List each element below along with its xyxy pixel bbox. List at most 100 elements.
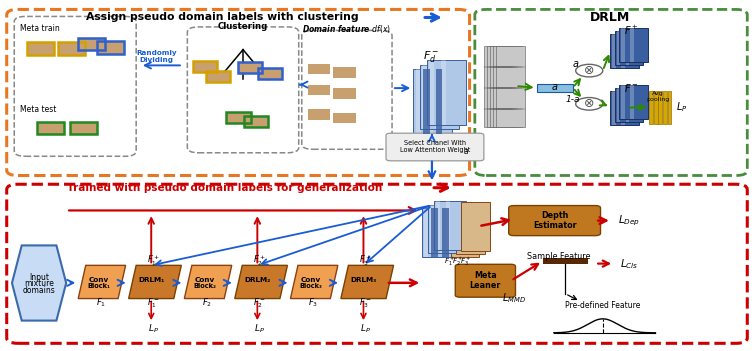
Text: a: a — [552, 82, 558, 92]
Bar — [658, 91, 662, 124]
Bar — [226, 112, 250, 123]
Polygon shape — [290, 265, 338, 299]
Text: $F_1^+$: $F_1^+$ — [444, 256, 455, 269]
Text: DRLM: DRLM — [590, 11, 630, 24]
Text: Meta
Leaner: Meta Leaner — [470, 271, 501, 290]
Text: Randomly
Dividing: Randomly Dividing — [136, 50, 176, 63]
Bar — [434, 201, 466, 250]
Bar — [617, 88, 621, 122]
Text: a: a — [464, 146, 468, 155]
Text: Conv: Conv — [195, 277, 215, 283]
Bar — [238, 62, 262, 73]
Bar — [621, 91, 625, 125]
Bar — [630, 85, 634, 119]
Bar — [610, 34, 639, 68]
Bar — [420, 65, 459, 130]
Text: Meta train: Meta train — [20, 24, 60, 33]
Bar — [663, 91, 667, 124]
Bar — [626, 31, 630, 65]
Bar — [612, 91, 616, 125]
Text: a: a — [573, 59, 578, 69]
Bar — [434, 65, 440, 130]
Polygon shape — [234, 265, 287, 299]
Bar — [621, 34, 625, 68]
Bar — [70, 122, 97, 134]
Polygon shape — [78, 265, 126, 299]
Bar — [244, 116, 268, 127]
Bar — [308, 85, 330, 95]
Bar — [434, 208, 438, 257]
Bar — [443, 208, 449, 257]
Bar — [543, 258, 587, 264]
Bar — [423, 69, 430, 133]
Bar — [78, 38, 106, 50]
Text: $F_1^+$: $F_1^+$ — [147, 254, 160, 268]
Bar — [626, 88, 630, 122]
Text: $F_1$: $F_1$ — [96, 297, 106, 309]
Text: Meta test: Meta test — [20, 105, 56, 114]
Bar — [308, 64, 330, 74]
Bar — [37, 122, 64, 134]
Bar — [487, 46, 516, 127]
Bar — [429, 60, 434, 125]
Text: Assign pseudo domain labels with clustering: Assign pseudo domain labels with cluster… — [87, 13, 359, 22]
Bar — [415, 69, 421, 133]
Bar — [617, 31, 621, 65]
Bar — [413, 69, 452, 133]
Bar — [610, 91, 639, 125]
Text: Depth
Estimator: Depth Estimator — [533, 211, 576, 230]
Text: Conv: Conv — [88, 277, 109, 283]
Bar — [333, 113, 356, 123]
Text: mixture: mixture — [24, 279, 54, 289]
Text: $L_{Dep}$: $L_{Dep}$ — [618, 213, 640, 228]
Bar — [27, 42, 54, 55]
Bar — [612, 34, 616, 68]
Text: $F_2^-$: $F_2^-$ — [253, 296, 266, 310]
Bar — [58, 42, 85, 55]
Bar — [615, 88, 643, 122]
Text: $L_P$: $L_P$ — [360, 322, 371, 335]
Polygon shape — [341, 265, 394, 299]
Bar — [484, 46, 513, 127]
Text: $L_P$: $L_P$ — [254, 322, 265, 335]
Text: Avg
pooling: Avg pooling — [646, 92, 670, 102]
Bar — [441, 60, 446, 125]
Text: 1-a: 1-a — [566, 95, 580, 104]
Bar — [258, 68, 282, 79]
Text: domains: domains — [23, 286, 56, 295]
Text: Block₃: Block₃ — [299, 283, 322, 289]
Bar — [440, 205, 444, 253]
Text: Conv: Conv — [301, 277, 321, 283]
Text: Input: Input — [29, 273, 49, 282]
Text: Sample Feature: Sample Feature — [527, 252, 591, 261]
Bar — [37, 122, 64, 134]
Text: Pre-defined Feature: Pre-defined Feature — [565, 301, 640, 310]
Polygon shape — [184, 265, 231, 299]
Text: $L_{MMD}$: $L_{MMD}$ — [502, 292, 526, 305]
Text: $F_2$: $F_2$ — [202, 297, 212, 309]
Bar — [630, 28, 634, 62]
Bar — [333, 88, 356, 99]
Bar — [496, 46, 525, 127]
Bar — [333, 113, 356, 123]
Bar — [308, 64, 330, 74]
Bar — [428, 205, 460, 253]
Text: $L_{Cls}$: $L_{Cls}$ — [620, 257, 639, 271]
Bar — [493, 46, 522, 127]
Text: Select Chanel With
Low Attention Weight: Select Chanel With Low Attention Weight — [400, 140, 470, 153]
Bar — [78, 38, 106, 50]
Bar — [427, 60, 466, 125]
Bar — [436, 69, 443, 133]
Bar — [258, 68, 282, 79]
Bar — [425, 208, 428, 257]
Text: $F_3^-$: $F_3^-$ — [359, 296, 372, 310]
Bar — [654, 91, 657, 124]
Bar — [490, 46, 519, 127]
Bar — [621, 85, 625, 119]
Bar — [206, 71, 230, 82]
Text: Block₁: Block₁ — [87, 283, 110, 289]
Text: $F_1^-$: $F_1^-$ — [147, 296, 160, 310]
Text: $L_P$: $L_P$ — [148, 322, 159, 335]
FancyBboxPatch shape — [386, 133, 484, 161]
Bar — [308, 109, 330, 120]
